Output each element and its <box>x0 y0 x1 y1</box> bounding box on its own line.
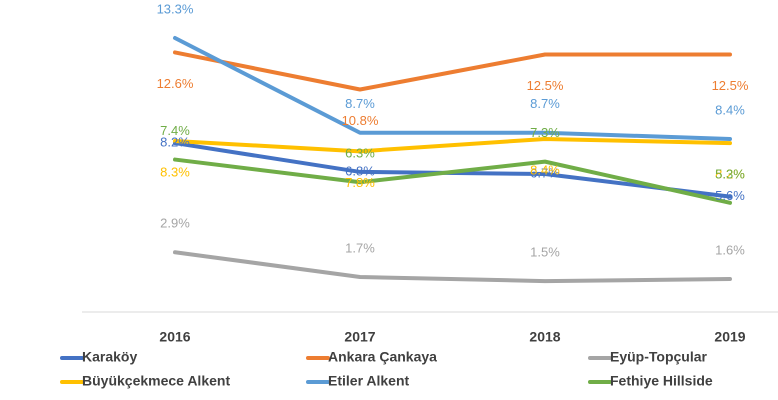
data-label: 10.8% <box>342 113 379 128</box>
legend-label: Etiler Alkent <box>328 373 410 389</box>
data-label: 7.3% <box>530 125 560 140</box>
data-label: 12.6% <box>157 76 194 91</box>
x-tick-label: 2018 <box>529 329 560 345</box>
data-label: 6.3% <box>345 146 375 161</box>
data-label: 12.5% <box>527 78 564 93</box>
legend-label: Ankara Çankaya <box>328 349 437 365</box>
series-line <box>173 157 732 205</box>
data-label: 6.8% <box>345 163 375 178</box>
legend-label: Eyüp-Topçular <box>610 349 708 365</box>
data-label: 8.4% <box>530 162 560 177</box>
data-label: 5.6% <box>715 188 745 203</box>
data-label: 7.4% <box>160 123 190 138</box>
series-line <box>173 50 732 92</box>
data-label: 8.2% <box>160 135 190 150</box>
data-label: 8.7% <box>345 96 375 111</box>
data-label: 1.7% <box>345 240 375 255</box>
data-label: 5.3% <box>715 166 745 181</box>
data-label: 6.7% <box>530 165 560 180</box>
series-line <box>173 250 732 284</box>
data-label: 2.9% <box>160 216 190 231</box>
x-tick-label: 2017 <box>344 329 375 345</box>
series-line <box>173 36 732 141</box>
series-line <box>173 136 732 154</box>
legend-label: Fethiye Hillside <box>610 373 713 389</box>
data-label: 8.3% <box>160 164 190 179</box>
data-label: 8.4% <box>715 102 745 117</box>
legend-label: Büyükçekmece Alkent <box>82 373 230 389</box>
data-label: 7.8% <box>345 175 375 190</box>
legend-label: Karaköy <box>82 349 137 365</box>
x-tick-label: 2016 <box>159 329 190 345</box>
x-tick-label: 2019 <box>714 329 745 345</box>
data-label: 13.3% <box>157 1 194 16</box>
data-label: 12.5% <box>712 78 749 93</box>
data-label: 8.7% <box>530 96 560 111</box>
data-label: 1.5% <box>530 245 560 260</box>
data-label: 1.6% <box>715 242 745 257</box>
data-label: 8.2% <box>715 167 745 182</box>
